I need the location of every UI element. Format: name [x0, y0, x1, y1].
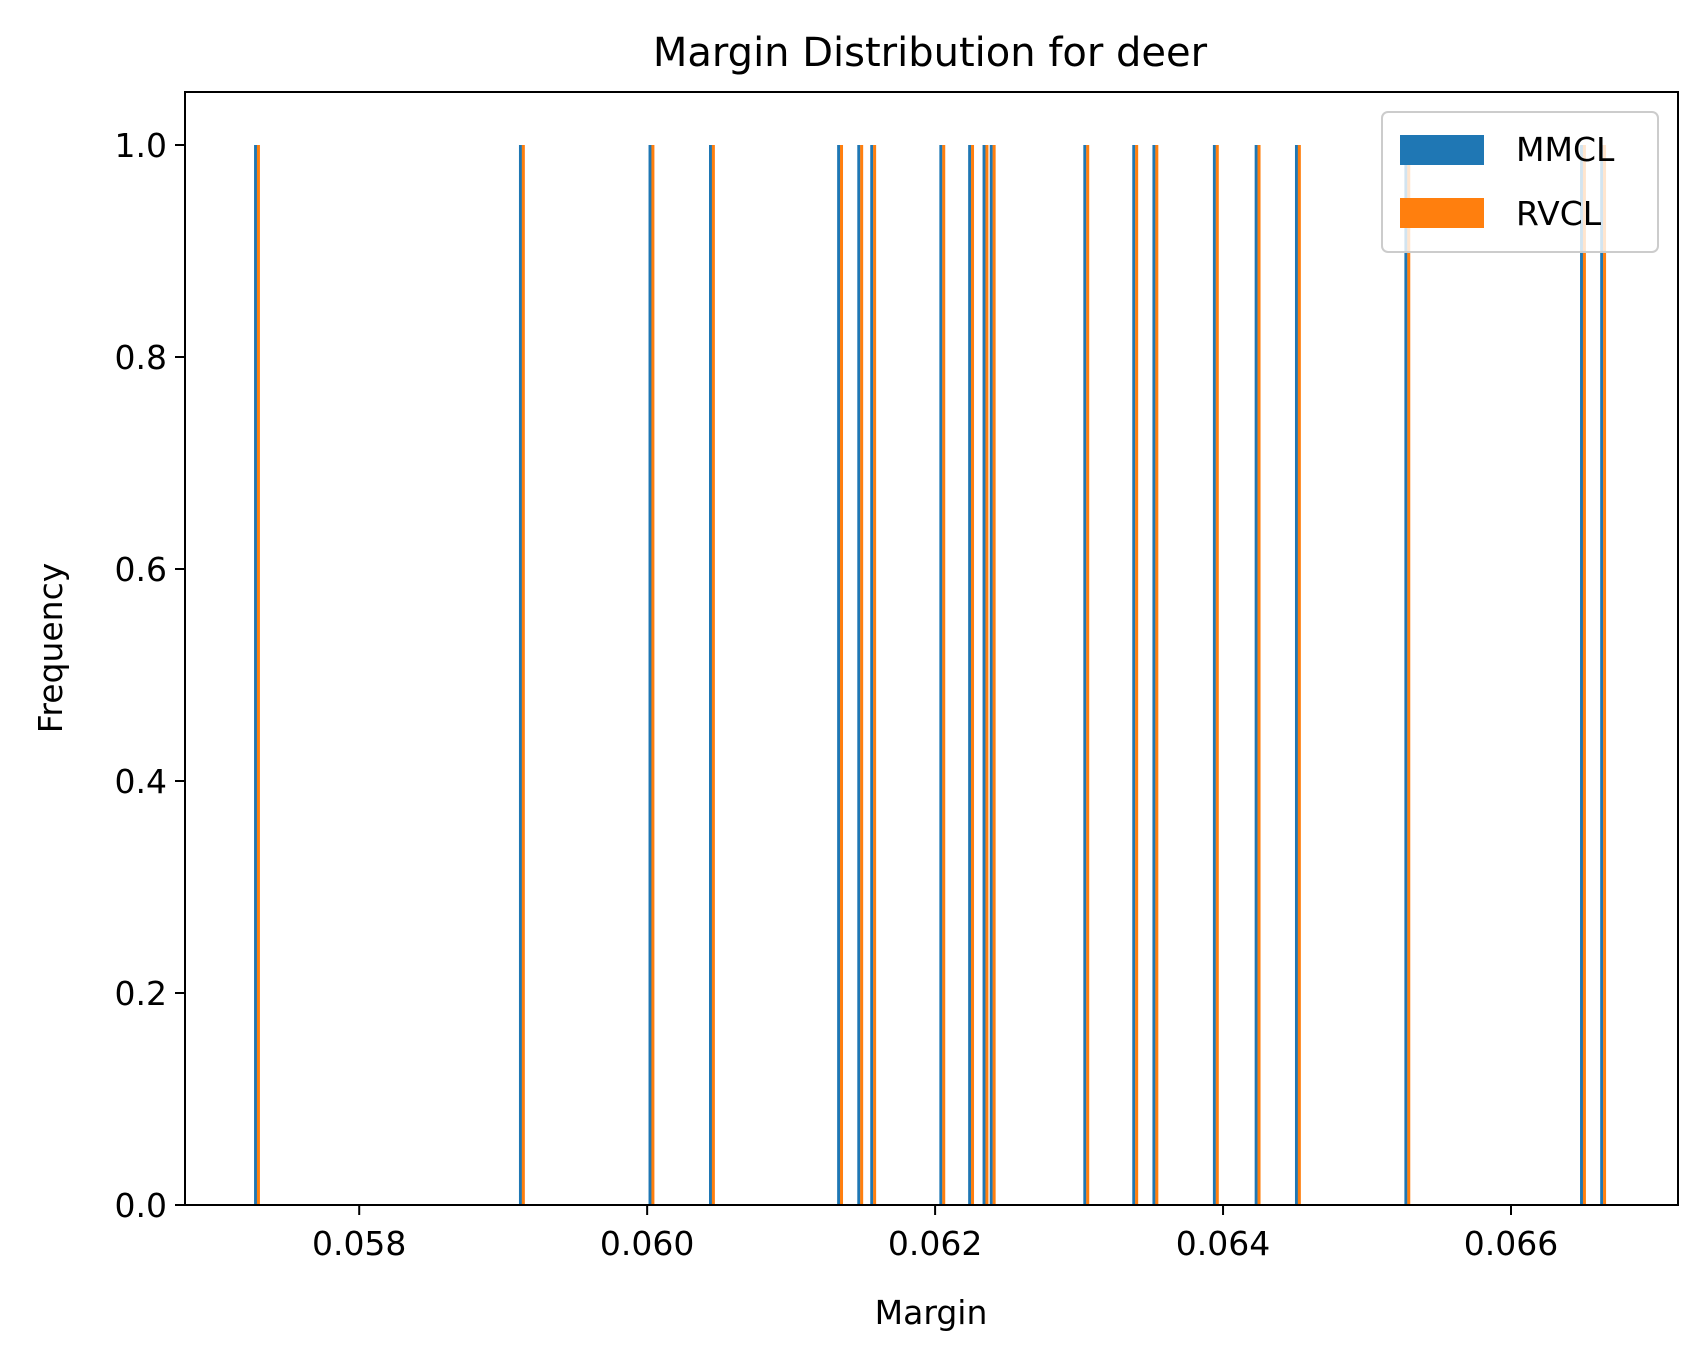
y-axis-ticks: 0.0 0.2 0.4 0.6 0.8 1.0 [115, 126, 185, 1225]
x-tick-label: 0.062 [888, 1224, 982, 1263]
bar-mmcl-9 [982, 145, 986, 1205]
bar-rvcl-14 [1215, 145, 1219, 1205]
bar-mmcl-0 [254, 145, 258, 1205]
bar-rvcl-17 [1407, 145, 1411, 1205]
bar-mmcl-15 [1254, 145, 1258, 1205]
legend-label-rvcl: RVCL [1516, 194, 1602, 233]
bar-mmcl-11 [1083, 145, 1087, 1205]
bar-mmcl-4 [837, 145, 841, 1205]
x-tick-label: 0.066 [1464, 1224, 1558, 1263]
bar-mmcl-2 [648, 145, 652, 1205]
bar-mmcl-3 [709, 145, 712, 1205]
bar-mmcl-13 [1152, 145, 1156, 1205]
y-tick-label: 0.4 [115, 762, 167, 801]
bar-rvcl-7 [942, 145, 946, 1205]
y-tick-label: 0.6 [115, 550, 167, 589]
legend-swatch-mmcl [1400, 135, 1484, 165]
bar-rvcl-6 [873, 145, 877, 1205]
bar-mmcl-12 [1132, 145, 1136, 1205]
legend-swatch-rvcl [1400, 198, 1484, 228]
bar-rvcl-16 [1297, 145, 1301, 1205]
bar-mmcl-10 [989, 145, 993, 1205]
bar-mmcl-16 [1294, 145, 1298, 1205]
bar-mmcl-8 [968, 145, 972, 1205]
x-tick-label: 0.058 [312, 1224, 406, 1263]
bar-rvcl-2 [651, 145, 655, 1205]
x-tick-label: 0.060 [600, 1224, 694, 1263]
bar-rvcl-9 [985, 145, 989, 1205]
x-tick-label: 0.064 [1176, 1224, 1270, 1263]
plot-frame [184, 91, 1679, 1206]
bar-rvcl-8 [971, 145, 975, 1205]
legend-label-mmcl: MMCL [1516, 130, 1615, 169]
bar-rvcl-15 [1257, 145, 1261, 1205]
legend: MMCL RVCL [1381, 111, 1659, 253]
bar-rvcl-4 [840, 145, 844, 1205]
y-tick-label: 1.0 [115, 126, 167, 165]
bar-mmcl-19 [1600, 145, 1604, 1205]
bar-mmcl-7 [939, 145, 943, 1205]
bar-mmcl-1 [518, 145, 522, 1205]
bar-rvcl-19 [1603, 145, 1607, 1205]
bar-mmcl-6 [870, 145, 874, 1205]
x-axis-label: Margin [875, 1293, 988, 1332]
y-tick-label: 0.2 [115, 974, 167, 1013]
y-axis-label: Frequency [31, 563, 70, 733]
bar-rvcl-10 [992, 145, 996, 1205]
bar-rvcl-3 [711, 145, 715, 1205]
x-axis-ticks: 0.058 0.060 0.062 0.064 0.066 [312, 1205, 1558, 1263]
bar-mmcl-14 [1212, 145, 1216, 1205]
bar-rvcl-5 [860, 145, 864, 1205]
bar-rvcl-11 [1086, 145, 1090, 1205]
y-tick-label: 0.8 [115, 338, 167, 377]
bar-rvcl-12 [1135, 145, 1139, 1205]
y-tick-label: 0.0 [115, 1186, 167, 1225]
bar-mmcl-17 [1404, 145, 1408, 1205]
bar-rvcl-0 [256, 145, 260, 1205]
bar-rvcl-1 [521, 145, 525, 1205]
bar-mmcl-18 [1580, 145, 1584, 1205]
bar-rvcl-18 [1582, 145, 1586, 1205]
bar-mmcl-5 [857, 145, 861, 1205]
bars-layer [254, 145, 1607, 1205]
chart-title: Margin Distribution for deer [653, 30, 1208, 76]
bar-rvcl-13 [1155, 145, 1159, 1205]
